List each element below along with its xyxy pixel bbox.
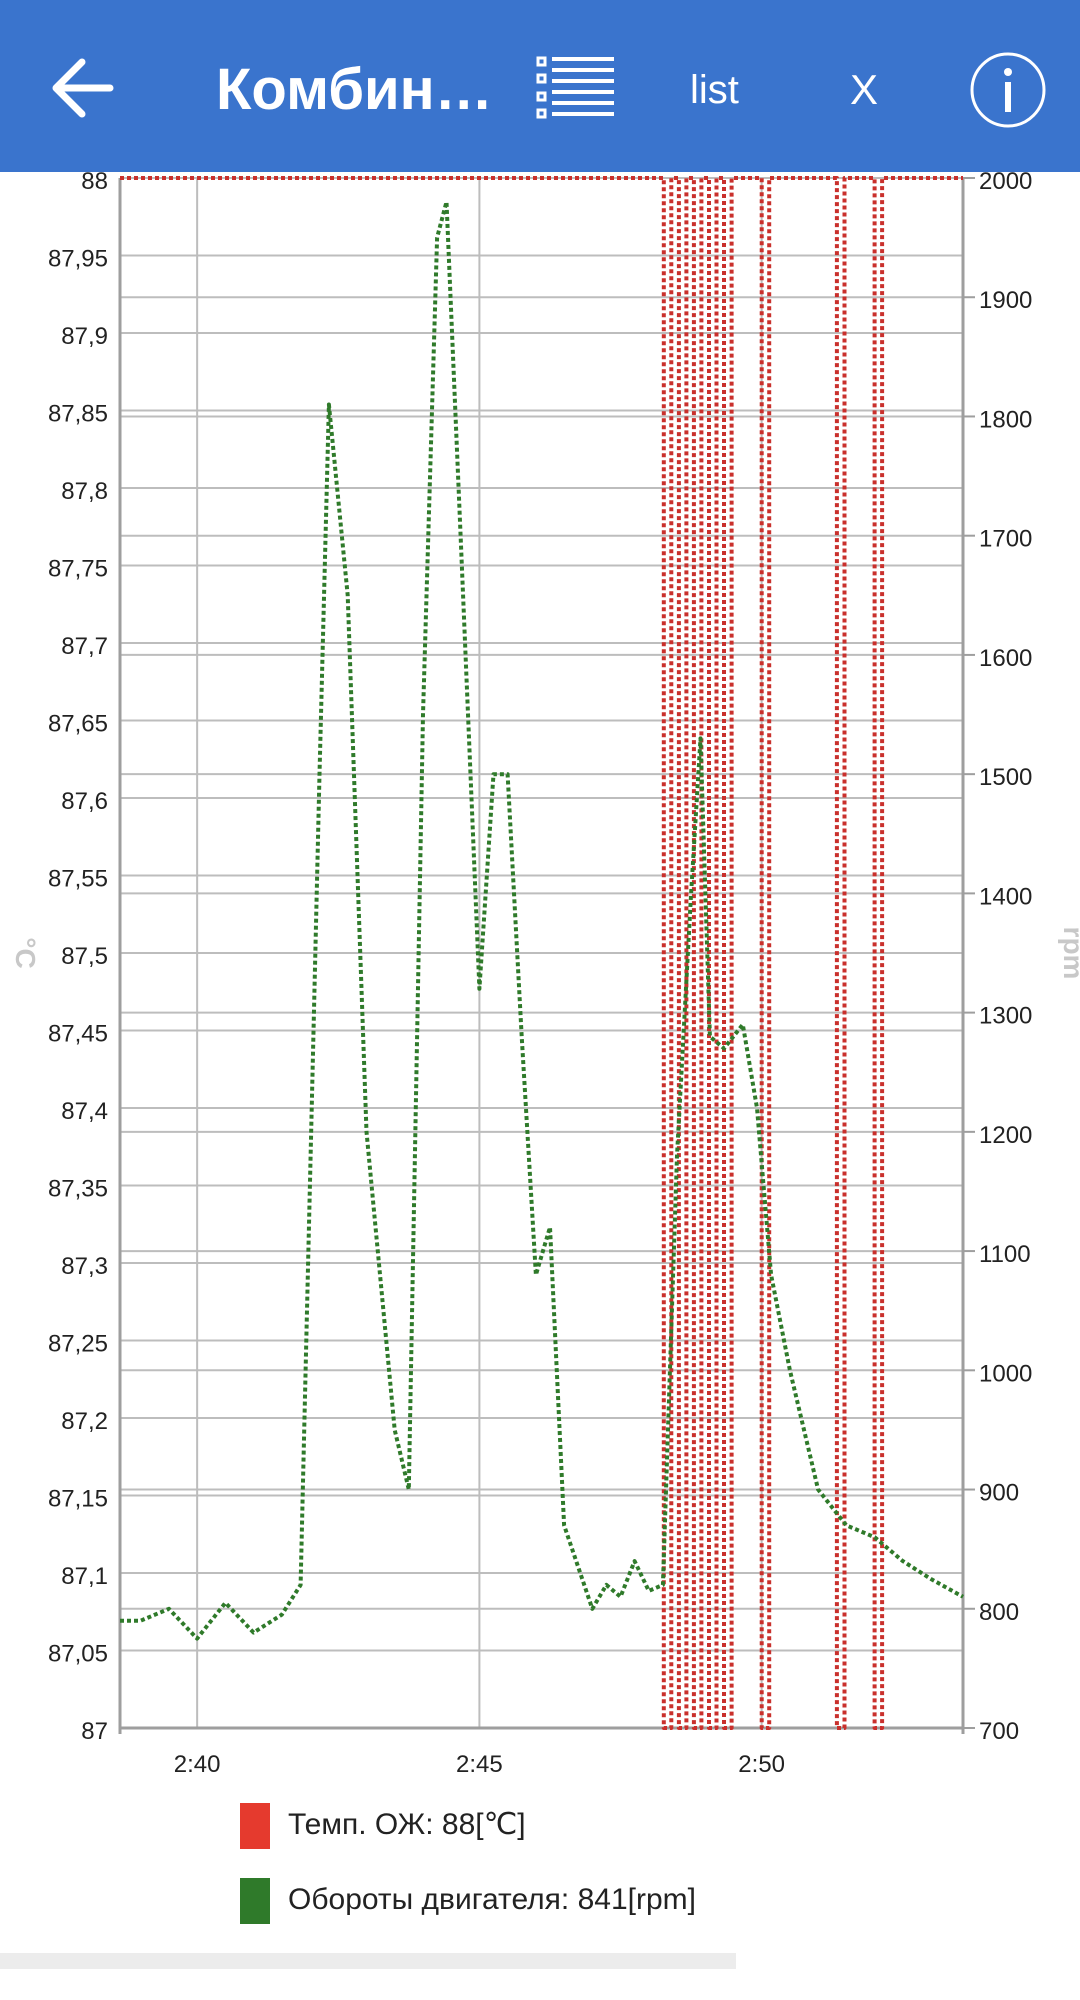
y-left-tick-label: 87,3 <box>61 1253 108 1280</box>
legend-swatch-rpm <box>240 1878 270 1924</box>
y-left-tick-label: 87,1 <box>61 1563 108 1590</box>
y-right-tick-label: 1400 <box>979 883 1032 910</box>
y-right-axis-title: rpm <box>1058 927 1080 980</box>
legend-label-rpm: Обороты двигателя: 841[rpm] <box>288 1883 696 1916</box>
y-left-tick-label: 87,6 <box>61 788 108 815</box>
x-tick-label: 2:50 <box>738 1751 785 1772</box>
y-left-tick-label: 87,9 <box>61 323 108 350</box>
y-left-tick-label: 87 <box>81 1718 108 1745</box>
y-left-tick-label: 87,8 <box>61 478 108 505</box>
y-right-tick-label: 1100 <box>979 1241 1031 1268</box>
list-icon[interactable] <box>536 56 616 120</box>
y-right-tick-label: 1700 <box>979 526 1032 553</box>
legend-label-temperature: Темп. ОЖ: 88[℃] <box>288 1808 526 1841</box>
y-left-tick-label: 87,95 <box>48 246 108 273</box>
y-right-tick-label: 1900 <box>979 287 1032 314</box>
y-left-tick-label: 87,15 <box>48 1486 108 1513</box>
series-line-rpm <box>120 199 964 1641</box>
combined-chart[interactable]: 87 87,05 87,1 87,15 87,2 87,25 87,3 87,35 87,4 87… <box>0 172 1080 1772</box>
page-title: Комбин… <box>216 57 493 122</box>
y-right-tick-label: 1500 <box>979 764 1032 791</box>
list-button[interactable]: list <box>690 68 739 112</box>
series-line-temperature <box>120 176 963 1730</box>
y-right-tick-label: 900 <box>979 1480 1019 1507</box>
y-left-tick-label: 87,75 <box>48 556 108 583</box>
y-left-tick-label: 87,85 <box>48 401 108 428</box>
y-left-tick-label: 87,65 <box>48 711 108 738</box>
y-left-tick-label: 87,05 <box>48 1641 108 1668</box>
y-left-tick-label: 88 <box>81 172 108 195</box>
x-tick-label: 2:45 <box>456 1751 503 1772</box>
y-right-tick-label: 800 <box>979 1599 1019 1626</box>
y-right-tick-label: 700 <box>979 1718 1019 1745</box>
y-left-tick-label: 87,7 <box>61 633 108 660</box>
info-icon[interactable] <box>968 50 1048 130</box>
y-right-tick-label: 1300 <box>979 1003 1032 1030</box>
y-right-tick-label: 1800 <box>979 406 1032 433</box>
y-left-tick-label: 87,45 <box>48 1021 108 1048</box>
x-tick-label: 2:40 <box>174 1751 221 1772</box>
y-right-tick-label: 2000 <box>979 172 1032 195</box>
legend-swatch-temperature <box>240 1803 270 1849</box>
y-left-tick-label: 87,35 <box>48 1176 108 1203</box>
y-left-tick-label: 87,2 <box>61 1408 108 1435</box>
y-right-tick-label: 1200 <box>979 1122 1032 1149</box>
y-left-axis-title: °C <box>10 937 41 968</box>
app-bar: Комбин… list X <box>0 0 1080 172</box>
y-right-tick-label: 1000 <box>979 1360 1032 1387</box>
y-left-tick-label: 87,5 <box>61 943 108 970</box>
y-left-tick-label: 87,4 <box>61 1098 108 1125</box>
back-arrow-icon[interactable] <box>48 48 118 128</box>
y-right-tick-label: 1600 <box>979 645 1032 672</box>
close-button[interactable]: X <box>850 66 879 113</box>
horizontal-scrollbar[interactable] <box>0 1953 736 1969</box>
y-left-tick-label: 87,25 <box>48 1331 108 1358</box>
y-left-tick-label: 87,55 <box>48 866 108 893</box>
